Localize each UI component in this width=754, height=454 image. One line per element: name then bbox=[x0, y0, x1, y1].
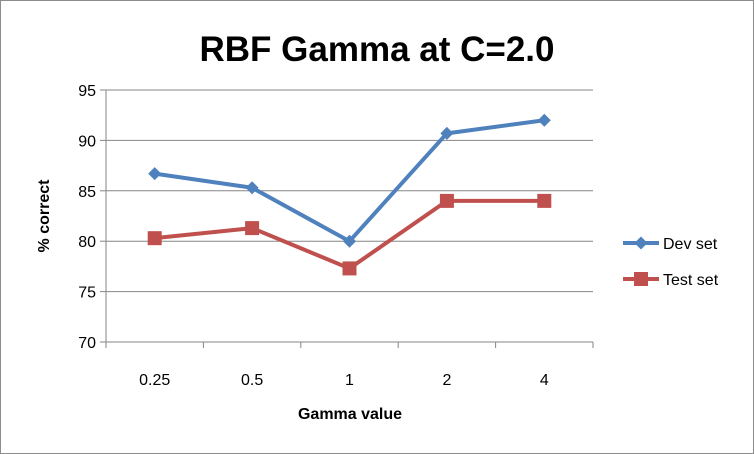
x-tick-label: 0.25 bbox=[139, 372, 170, 389]
data-point bbox=[148, 167, 162, 181]
legend-marker bbox=[634, 272, 648, 286]
y-tick-label: 95 bbox=[78, 83, 96, 100]
y-tick-label: 90 bbox=[78, 133, 96, 150]
data-point bbox=[440, 126, 454, 140]
x-tick-label: 1 bbox=[345, 372, 354, 389]
series-line bbox=[154, 118, 545, 244]
axes: 70 75 80 85 90 95 0.25 0.5 1 2 4 bbox=[78, 83, 594, 389]
data-point bbox=[245, 221, 260, 236]
x-tick-label: 2 bbox=[442, 372, 451, 389]
data-point bbox=[343, 234, 356, 248]
y-tick-label: 85 bbox=[78, 184, 96, 201]
data-point bbox=[147, 231, 162, 246]
data-point bbox=[342, 261, 357, 276]
series-dev-set bbox=[148, 113, 551, 248]
data-point bbox=[537, 113, 551, 127]
data-point bbox=[537, 193, 552, 208]
data-point bbox=[439, 193, 454, 208]
legend-item: Test set bbox=[623, 272, 719, 289]
data-point bbox=[245, 181, 259, 195]
chart-title: RBF Gamma at C=2.0 bbox=[200, 30, 555, 69]
series-test-set bbox=[147, 193, 552, 276]
gridlines bbox=[106, 89, 593, 293]
x-axis-title: Gamma value bbox=[298, 406, 402, 423]
y-tick-label: 75 bbox=[78, 285, 96, 302]
legend-marker bbox=[634, 236, 648, 250]
y-tick-label: 80 bbox=[78, 234, 96, 251]
legend-label: Dev set bbox=[663, 236, 718, 253]
legend: Dev set Test set bbox=[623, 236, 719, 289]
y-tick-label: 70 bbox=[78, 335, 96, 352]
series-layer bbox=[147, 113, 552, 276]
legend-label: Test set bbox=[663, 272, 719, 289]
x-tick-label: 4 bbox=[540, 372, 549, 389]
series-line bbox=[154, 198, 545, 271]
x-tick-label: 0.5 bbox=[241, 372, 263, 389]
legend-item: Dev set bbox=[623, 236, 718, 253]
y-axis-title: % correct bbox=[36, 179, 53, 253]
